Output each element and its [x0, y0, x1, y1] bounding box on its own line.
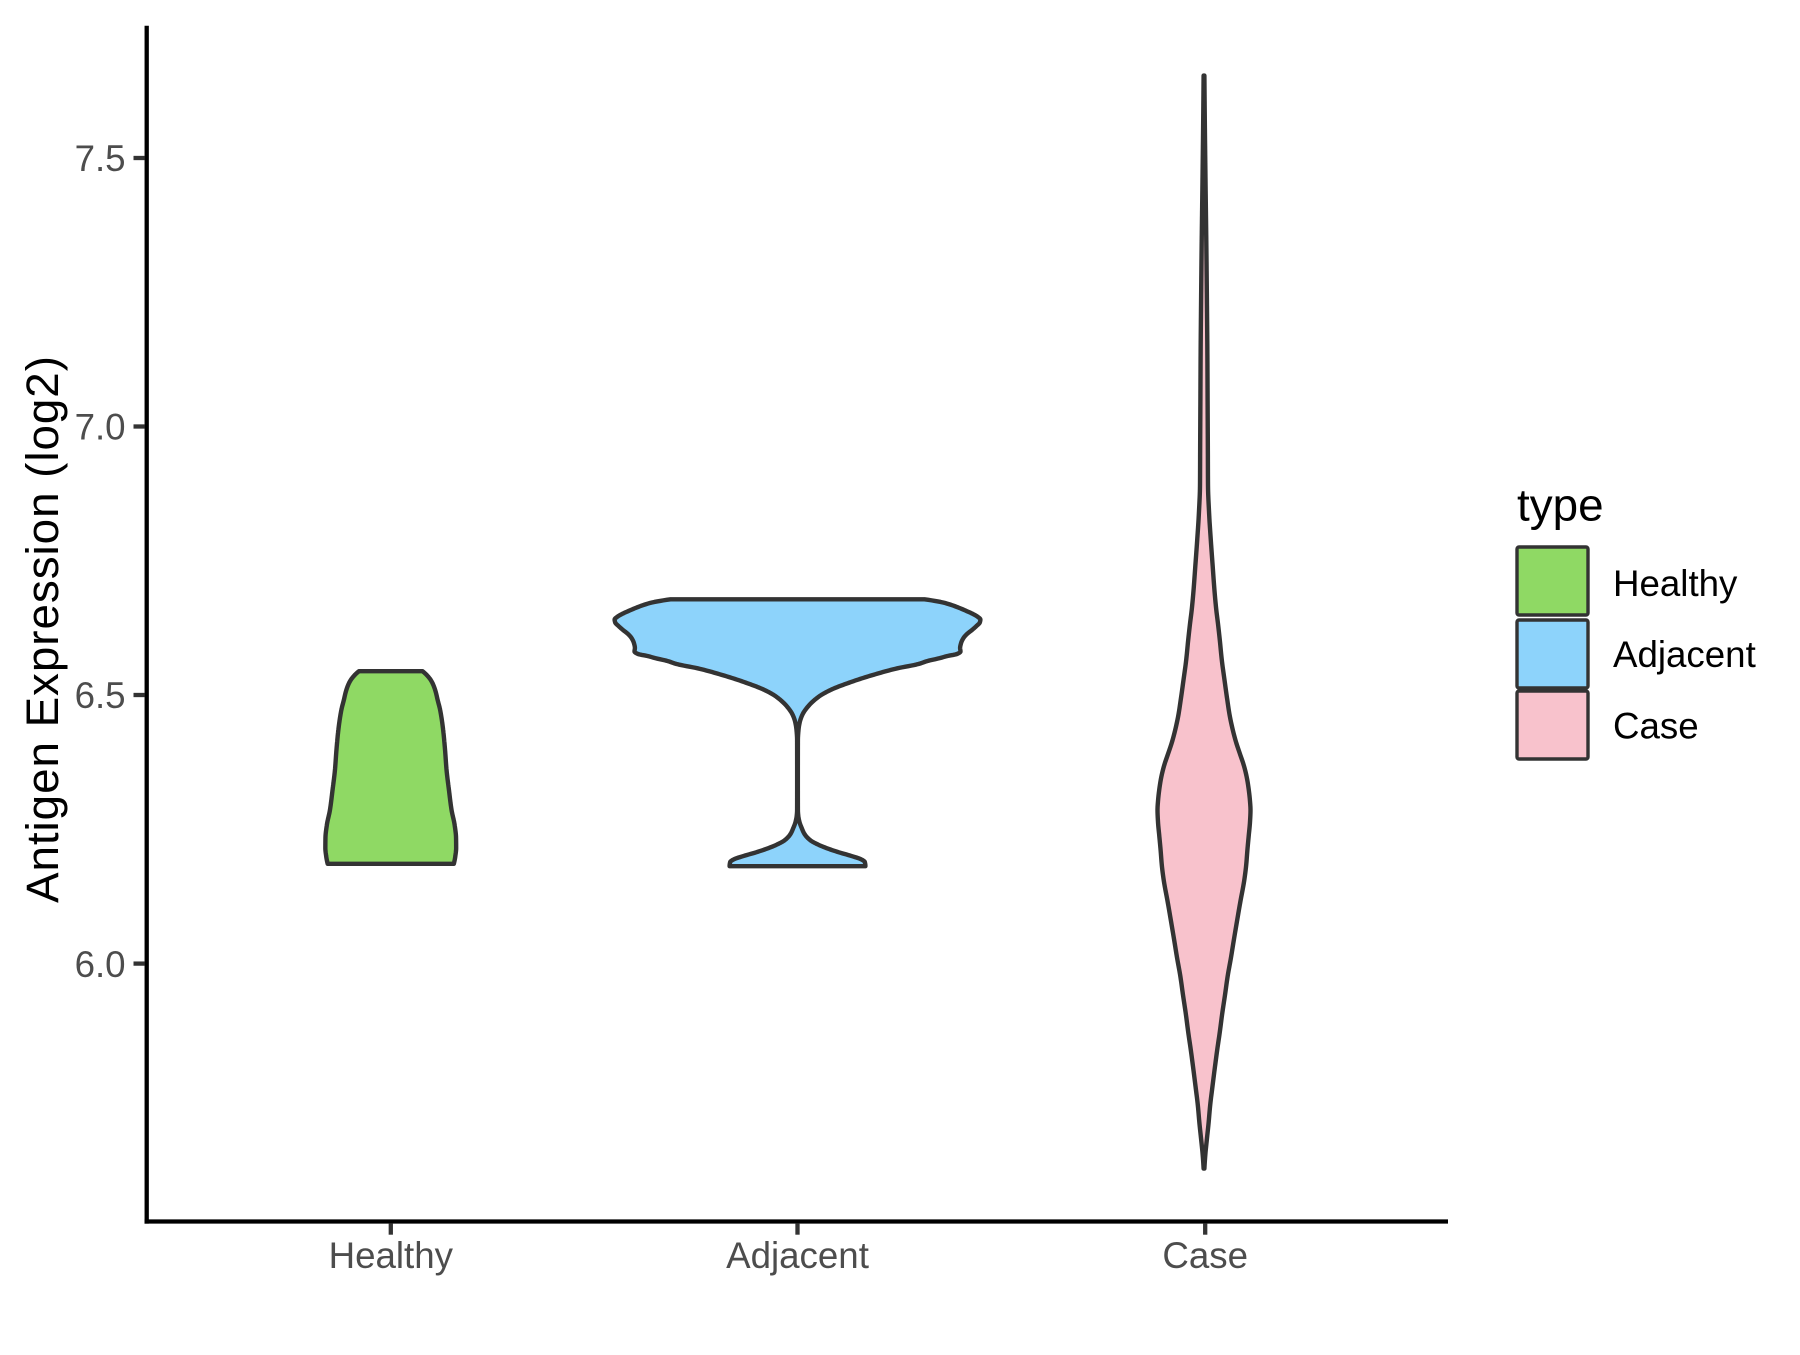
svg-text:Adjacent: Adjacent [726, 1235, 869, 1276]
svg-text:7.0: 7.0 [75, 407, 126, 448]
svg-text:Antigen Expression (log2): Antigen Expression (log2) [17, 356, 68, 903]
svg-text:7.5: 7.5 [75, 138, 126, 179]
svg-text:6.5: 6.5 [75, 675, 126, 716]
svg-text:Case: Case [1162, 1235, 1248, 1276]
svg-text:Case: Case [1613, 706, 1699, 747]
svg-text:Healthy: Healthy [329, 1235, 454, 1276]
svg-text:Adjacent: Adjacent [1613, 634, 1756, 675]
svg-text:6.0: 6.0 [75, 944, 126, 985]
svg-text:type: type [1517, 480, 1604, 531]
svg-text:Healthy: Healthy [1613, 563, 1738, 604]
